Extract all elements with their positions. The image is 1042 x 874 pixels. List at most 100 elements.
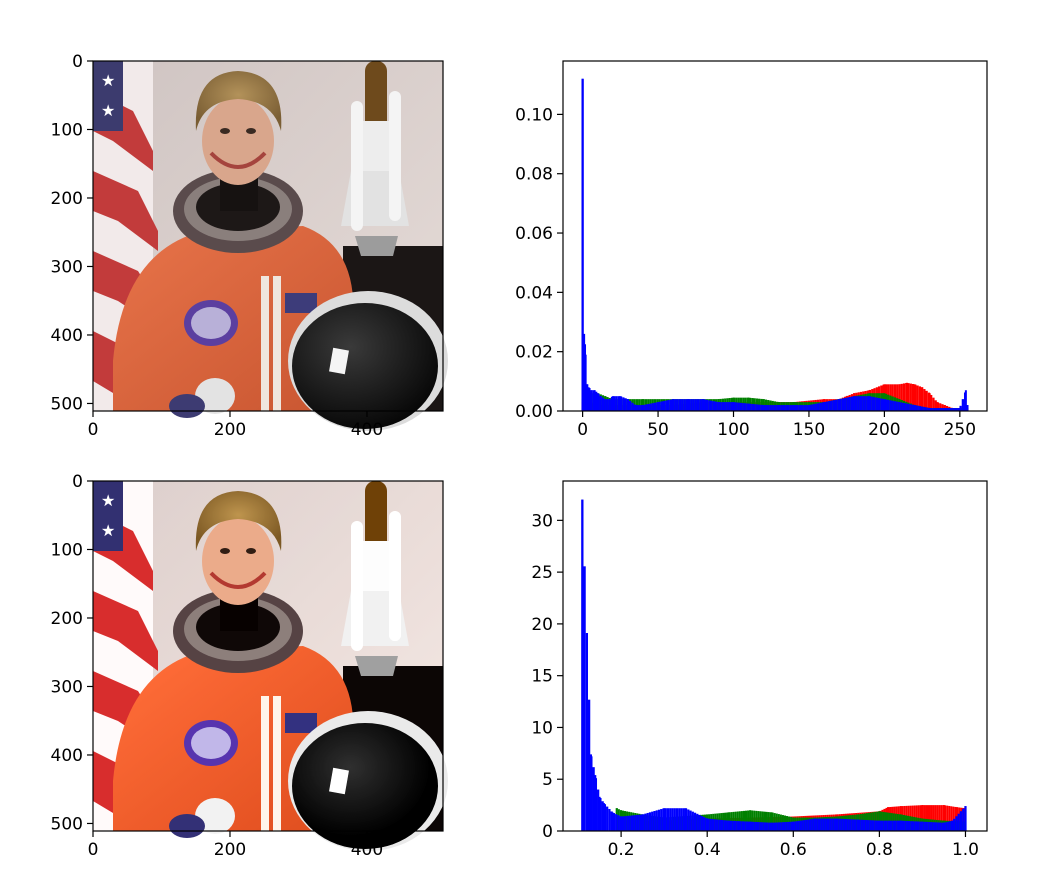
histogram-bar-2-24: [635, 405, 639, 411]
histogram-bar-2-104: [816, 403, 820, 411]
histogram-bar-2-26: [639, 814, 643, 831]
histogram-bar-2-32: [653, 402, 657, 411]
histogram-bar-2-101: [808, 819, 812, 831]
x-tick-label: 250: [944, 420, 976, 440]
histogram-bar-2-108: [824, 818, 827, 831]
histogram-bar-0-141: [900, 383, 903, 411]
y-tick-label: 0.06: [515, 224, 553, 244]
histogram-bar-2-78: [757, 822, 760, 831]
histogram-bar-2-82: [767, 405, 770, 411]
x-axis-original-image: 0 200 400: [88, 411, 383, 440]
histogram-bar-2-164: [952, 408, 955, 411]
histogram-bar-2-118: [847, 819, 850, 831]
histogram-peak-2-17: [856, 819, 859, 831]
histogram-bar-2-117: [844, 819, 848, 831]
histogram-bar-2-151: [923, 406, 926, 411]
histogram-bar-2-58: [712, 401, 716, 411]
histogram-peak-0-19: [921, 387, 924, 411]
histogram-bar-2-121: [853, 819, 857, 831]
histogram-bar-2-39: [669, 399, 673, 411]
histogram-peak-0-9: [921, 805, 924, 831]
histogram-bar-1-66: [751, 810, 754, 831]
histogram-peak-2-4: [587, 387, 590, 411]
y-tick-label: 0.10: [515, 105, 553, 125]
histogram-bar-2-65: [728, 402, 731, 411]
histogram-bar-2-29: [646, 812, 649, 831]
histogram-bar-2-127: [867, 820, 870, 831]
histogram-bar-2-162: [948, 408, 951, 411]
histogram-bar-2-114: [838, 818, 841, 831]
histogram-bar-2-135: [887, 399, 890, 411]
histogram-bar-2-30: [648, 812, 652, 831]
histogram-bar-2-158: [937, 822, 940, 831]
histogram-bar-2-138: [892, 820, 895, 831]
histogram-bar-2-69: [736, 821, 739, 831]
histogram-bar-2-89: [781, 822, 785, 831]
histogram-bar-2-154: [928, 822, 931, 831]
histogram-bar-2-71: [742, 403, 745, 411]
histogram-bar-2-160: [941, 822, 945, 831]
y-tick-label: 0.02: [515, 343, 553, 363]
histogram-bar-2-159: [941, 408, 944, 411]
histogram-bar-2-111: [832, 400, 835, 411]
original-astronaut-image: [91, 59, 450, 433]
histogram-bar-2-156: [932, 822, 936, 831]
histogram-peak-2-11: [611, 396, 614, 411]
histogram-bar-2-132: [880, 398, 883, 411]
histogram-bar-2-62: [721, 402, 725, 411]
histogram-peak-2-12: [749, 821, 752, 831]
histogram-bar-2-98: [803, 405, 806, 411]
histogram-peak-2-21: [942, 822, 945, 831]
histogram-bar-2-46: [685, 399, 688, 411]
x-axis-equalized-histogram: 0.2 0.4 0.6 0.8 1.0: [608, 831, 979, 860]
histogram-bar-2-44: [681, 399, 684, 411]
histogram-bars-equalized: [581, 499, 967, 831]
histogram-bar-2-109: [826, 818, 830, 831]
histogram-bar-2-168: [961, 399, 964, 411]
histogram-bar-2-159: [939, 822, 942, 831]
histogram-bar-1-72: [763, 811, 766, 831]
histogram-bar-2-153: [926, 821, 929, 831]
histogram-bar-2-102: [812, 404, 815, 411]
histogram-peak-2-22: [951, 820, 954, 831]
histogram-bar-2-130: [874, 820, 877, 831]
histogram-bar-2-121: [855, 396, 858, 411]
histogram-bar-2-112: [834, 399, 838, 411]
histogram-bar-2-108: [825, 401, 829, 411]
histogram-bar-2-100: [806, 819, 809, 831]
histogram-bar-0-158: [940, 805, 943, 831]
histogram-bar-2-15: [615, 814, 618, 831]
histogram-bar-2-49: [692, 399, 695, 411]
histogram-peak-0-20: [928, 393, 931, 411]
histogram-bar-2-19: [624, 398, 627, 411]
x-tick-label: 0: [577, 420, 588, 440]
histogram-bar-2-165: [953, 818, 956, 831]
histogram-peak-2-9: [604, 399, 607, 411]
histogram-bar-2-112: [833, 818, 836, 831]
histogram-peak-2-37: [964, 390, 967, 411]
histogram-peak-2-7: [596, 393, 599, 411]
histogram-bar-2-150: [920, 406, 924, 411]
histogram-bar-2-144: [907, 403, 910, 411]
y-tick-label: 0: [542, 822, 553, 842]
histogram-bar-2-162: [946, 821, 949, 831]
histogram-peak-2-10: [608, 399, 611, 411]
histogram-bar-2-143: [905, 403, 908, 411]
histogram-bar-2-115: [840, 818, 843, 831]
histogram-bar-2-97: [801, 405, 804, 411]
histogram-bar-2-119: [850, 396, 854, 411]
panel-original-image: 0 200 400 0 100 200 300 400 500: [51, 52, 450, 440]
histogram-bar-2-101: [810, 404, 813, 411]
histogram-bar-2-71: [741, 821, 744, 831]
histogram-bar-2-99: [805, 405, 808, 411]
histogram-bar-0-156: [936, 805, 939, 831]
x-tick-label: 200: [214, 420, 246, 440]
histogram-bar-2-86: [776, 405, 779, 411]
histogram-bar-2-149: [917, 821, 920, 831]
histogram-bar-1-73: [765, 811, 768, 831]
histogram-peak-2-31: [883, 399, 886, 411]
histogram-bar-2-152: [925, 407, 928, 411]
histogram-peak-2-20: [717, 402, 720, 411]
histogram-bar-2-43: [678, 399, 682, 411]
